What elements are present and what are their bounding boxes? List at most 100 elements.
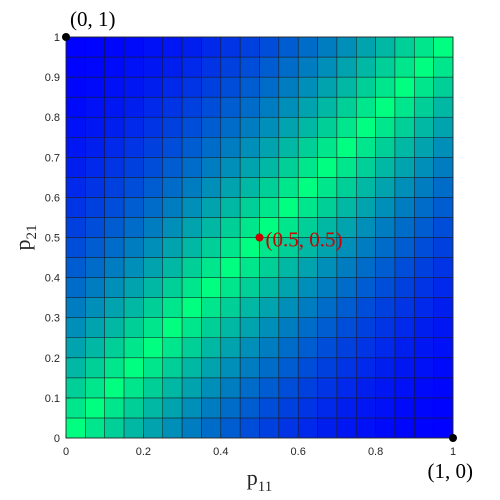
heatmap-cell: [317, 277, 338, 298]
heatmap-cell: [201, 417, 222, 439]
heatmap-cell: [394, 417, 415, 439]
heatmap-cell: [65, 197, 86, 218]
heatmap-cell: [220, 116, 241, 138]
x-tick-label: 0.4: [213, 446, 228, 458]
heatmap-cell: [356, 76, 376, 98]
heatmap-cell: [259, 257, 280, 278]
heatmap-cell: [259, 76, 280, 98]
heatmap-cell: [433, 357, 454, 379]
heatmap-cell: [143, 297, 163, 318]
heatmap-cell: [220, 76, 241, 98]
heatmap-cell: [433, 237, 454, 258]
heatmap-cell: [414, 297, 434, 318]
heatmap-cell: [433, 76, 454, 98]
heatmap-cell: [317, 76, 338, 98]
heatmap-cell: [162, 417, 183, 439]
heatmap-cell: [336, 157, 357, 178]
heatmap-cell: [278, 317, 299, 339]
point-label: (0, 1): [70, 7, 116, 31]
heatmap-cell: [356, 237, 376, 258]
heatmap-cell: [85, 217, 105, 238]
heatmap-cell: [317, 297, 338, 318]
heatmap-cell: [433, 56, 454, 78]
heatmap-cell: [278, 76, 299, 98]
heatmap-cell: [239, 36, 260, 58]
heatmap-cell: [220, 56, 241, 78]
heatmap-cell: [414, 56, 434, 78]
heatmap-cell: [104, 397, 125, 419]
heatmap-cell: [143, 96, 163, 118]
heatmap-cell: [143, 116, 163, 138]
heatmap-cell: [162, 36, 183, 58]
heatmap-cell: [297, 397, 318, 419]
point-label: (1, 0): [428, 459, 474, 483]
heatmap-cell: [201, 137, 222, 158]
heatmap-cell: [143, 76, 163, 98]
heatmap-cell: [65, 257, 86, 278]
heatmap-cell: [65, 56, 86, 78]
heatmap-cell: [317, 417, 338, 439]
heatmap-cell: [433, 277, 454, 298]
heatmap-cell: [336, 96, 357, 118]
heatmap-cell: [375, 137, 396, 158]
heatmap-cell: [433, 197, 454, 218]
heatmap-cell: [123, 257, 144, 278]
heatmap-cell: [123, 277, 144, 298]
heatmap-cell: [181, 116, 202, 138]
y-tick-label: 0: [54, 433, 60, 445]
heatmap-cell: [297, 357, 318, 379]
heatmap-cell: [65, 357, 86, 379]
heatmap-cell: [220, 417, 241, 439]
y-tick-label: 0.8: [45, 112, 60, 124]
y-axis-label: p21: [10, 225, 40, 251]
heatmap-cell: [123, 237, 144, 258]
heatmap-cell: [162, 297, 183, 318]
heatmap-cell: [104, 237, 125, 258]
heatmap-cell: [143, 157, 163, 178]
y-tick-label: 0.2: [45, 353, 60, 365]
heatmap-cell: [317, 317, 338, 339]
heatmap-cell: [433, 337, 454, 359]
heatmap-cell: [317, 177, 338, 198]
heatmap-cell: [104, 56, 125, 78]
heatmap-cell: [394, 357, 415, 379]
heatmap-cell: [181, 357, 202, 379]
heatmap-cell: [239, 56, 260, 78]
heatmap-cell: [356, 217, 376, 238]
heatmap-cell: [162, 357, 183, 379]
heatmap-cell: [181, 76, 202, 98]
heatmap-cell: [336, 317, 357, 339]
heatmap-cell: [123, 377, 144, 399]
heatmap-cell: [143, 317, 163, 339]
heatmap-cell: [143, 36, 163, 58]
heatmap-cell: [123, 56, 144, 78]
heatmap-cell: [143, 337, 163, 359]
heatmap-cell: [297, 417, 318, 439]
heatmap-cell: [65, 417, 86, 439]
heatmap-cell: [181, 237, 202, 258]
heatmap-cell: [201, 197, 222, 218]
heatmap-cell: [433, 257, 454, 278]
heatmap-cell: [162, 217, 183, 238]
heatmap-cell: [375, 177, 396, 198]
heatmap-cell: [297, 177, 318, 198]
heatmap-cell: [181, 177, 202, 198]
heatmap-cell: [85, 56, 105, 78]
heatmap-cell: [278, 177, 299, 198]
heatmap-cell: [220, 157, 241, 178]
heatmap-cell: [181, 277, 202, 298]
heatmap-cell: [162, 177, 183, 198]
heatmap-cell: [259, 397, 280, 419]
heatmap-cell: [201, 397, 222, 419]
y-tick-label: 0.1: [45, 393, 60, 405]
heatmap-cell: [297, 197, 318, 218]
heatmap-cell: [201, 297, 222, 318]
heatmap-cell: [278, 116, 299, 138]
heatmap-cell: [143, 397, 163, 419]
heatmap-cell: [414, 377, 434, 399]
heatmap-cell: [394, 36, 415, 58]
heatmap-cell: [394, 257, 415, 278]
heatmap-cell: [433, 36, 454, 58]
y-tick-label: 0.9: [45, 72, 60, 84]
heatmap-cell: [394, 277, 415, 298]
